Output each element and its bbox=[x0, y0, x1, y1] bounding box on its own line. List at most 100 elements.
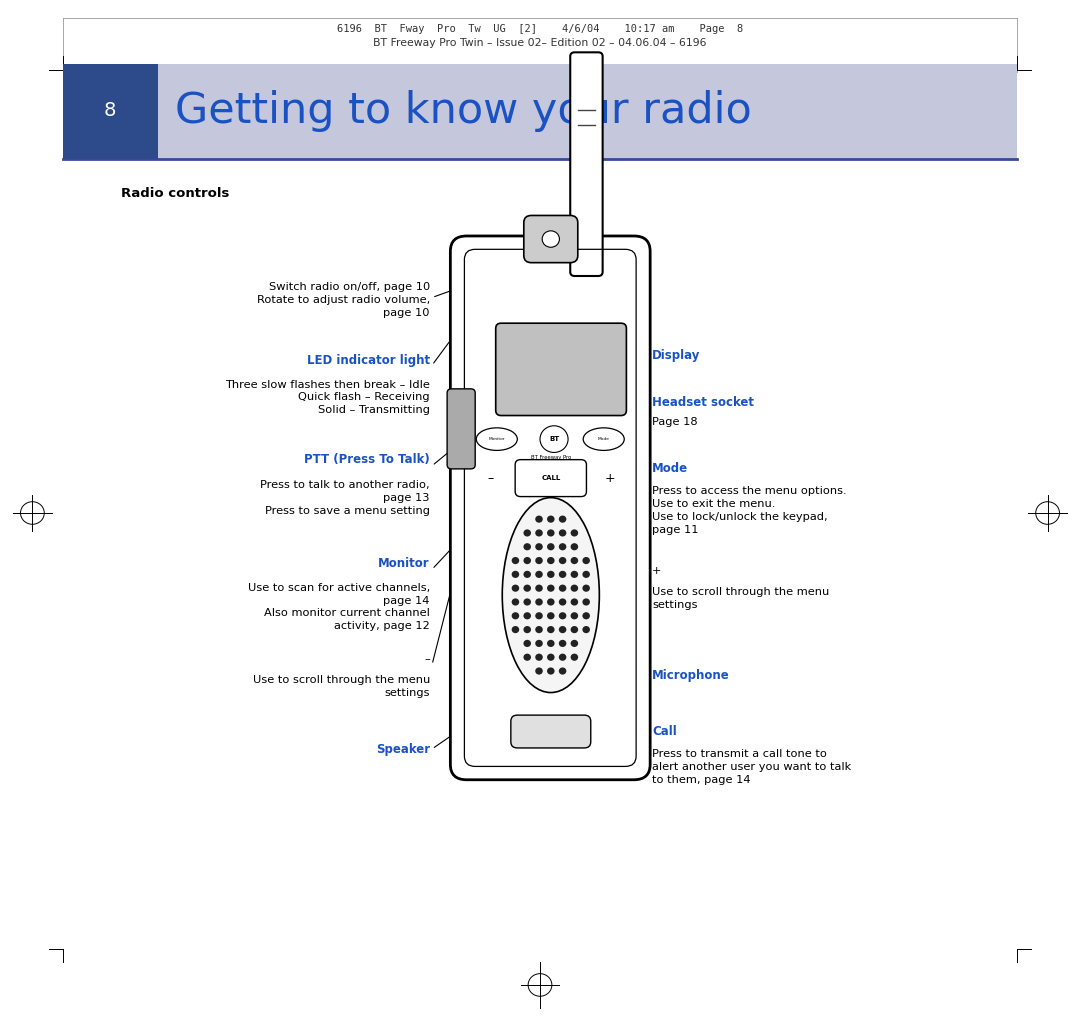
Ellipse shape bbox=[502, 498, 599, 693]
Text: Monitor: Monitor bbox=[378, 557, 430, 570]
Text: LED indicator light: LED indicator light bbox=[307, 354, 430, 367]
Circle shape bbox=[524, 640, 531, 647]
Circle shape bbox=[524, 543, 531, 550]
Circle shape bbox=[558, 557, 566, 564]
Circle shape bbox=[536, 557, 543, 564]
Text: Radio controls: Radio controls bbox=[121, 187, 229, 200]
Circle shape bbox=[570, 570, 578, 578]
Text: +: + bbox=[652, 566, 662, 577]
Circle shape bbox=[558, 515, 566, 522]
Text: BT: BT bbox=[549, 436, 559, 442]
Circle shape bbox=[524, 570, 531, 578]
Circle shape bbox=[546, 613, 555, 620]
Circle shape bbox=[536, 654, 543, 661]
Circle shape bbox=[570, 585, 578, 592]
Text: BT Freeway Pro: BT Freeway Pro bbox=[530, 456, 571, 460]
Circle shape bbox=[512, 570, 519, 578]
Circle shape bbox=[570, 640, 578, 647]
Circle shape bbox=[546, 570, 555, 578]
Circle shape bbox=[512, 598, 519, 605]
Text: Speaker: Speaker bbox=[376, 743, 430, 756]
Text: Call: Call bbox=[652, 725, 677, 739]
Text: Display: Display bbox=[652, 349, 701, 362]
Circle shape bbox=[546, 654, 555, 661]
Circle shape bbox=[582, 598, 590, 605]
Circle shape bbox=[546, 626, 555, 633]
Circle shape bbox=[536, 529, 543, 537]
Circle shape bbox=[570, 613, 578, 620]
Circle shape bbox=[570, 543, 578, 550]
Circle shape bbox=[546, 515, 555, 522]
FancyBboxPatch shape bbox=[447, 389, 475, 469]
Circle shape bbox=[558, 613, 566, 620]
Circle shape bbox=[582, 570, 590, 578]
Circle shape bbox=[570, 598, 578, 605]
Text: Mode: Mode bbox=[597, 437, 610, 441]
FancyBboxPatch shape bbox=[524, 215, 578, 263]
Circle shape bbox=[536, 543, 543, 550]
Circle shape bbox=[546, 585, 555, 592]
Circle shape bbox=[524, 613, 531, 620]
Circle shape bbox=[546, 640, 555, 647]
Circle shape bbox=[570, 654, 578, 661]
Circle shape bbox=[558, 585, 566, 592]
Text: Press to transmit a call tone to
alert another user you want to talk
to them, pa: Press to transmit a call tone to alert a… bbox=[652, 749, 851, 785]
Circle shape bbox=[558, 626, 566, 633]
Bar bbox=[63, 64, 158, 159]
Circle shape bbox=[524, 598, 531, 605]
Circle shape bbox=[546, 529, 555, 537]
Text: Microphone: Microphone bbox=[652, 669, 730, 682]
Circle shape bbox=[536, 626, 543, 633]
FancyBboxPatch shape bbox=[496, 323, 626, 416]
Circle shape bbox=[524, 626, 531, 633]
Circle shape bbox=[546, 598, 555, 605]
Text: +: + bbox=[605, 472, 616, 484]
FancyBboxPatch shape bbox=[450, 236, 650, 780]
Circle shape bbox=[570, 529, 578, 537]
Circle shape bbox=[524, 557, 531, 564]
Text: Mode: Mode bbox=[652, 462, 688, 475]
Circle shape bbox=[570, 557, 578, 564]
Text: CALL: CALL bbox=[541, 475, 561, 481]
Circle shape bbox=[546, 557, 555, 564]
Text: Use to scroll through the menu
settings: Use to scroll through the menu settings bbox=[253, 675, 430, 698]
Circle shape bbox=[536, 640, 543, 647]
Text: Monitor: Monitor bbox=[488, 437, 505, 441]
Circle shape bbox=[570, 626, 578, 633]
Circle shape bbox=[546, 543, 555, 550]
Circle shape bbox=[524, 585, 531, 592]
Text: 6196  BT  Fway  Pro  Tw  UG  [2]    4/6/04    10:17 am    Page  8: 6196 BT Fway Pro Tw UG [2] 4/6/04 10:17 … bbox=[337, 24, 743, 34]
Circle shape bbox=[512, 585, 519, 592]
Text: Headset socket: Headset socket bbox=[652, 396, 754, 409]
Circle shape bbox=[558, 598, 566, 605]
Circle shape bbox=[558, 654, 566, 661]
Text: Use to scroll through the menu
settings: Use to scroll through the menu settings bbox=[652, 587, 829, 609]
Circle shape bbox=[558, 529, 566, 537]
Circle shape bbox=[582, 626, 590, 633]
FancyBboxPatch shape bbox=[511, 715, 591, 748]
Text: PTT (Press To Talk): PTT (Press To Talk) bbox=[305, 453, 430, 467]
Circle shape bbox=[536, 613, 543, 620]
Circle shape bbox=[558, 668, 566, 675]
Circle shape bbox=[512, 557, 519, 564]
Circle shape bbox=[558, 570, 566, 578]
Text: BT Freeway Pro Twin – Issue 02– Edition 02 – 04.06.04 – 6196: BT Freeway Pro Twin – Issue 02– Edition … bbox=[374, 38, 706, 48]
Text: –: – bbox=[424, 655, 430, 665]
FancyBboxPatch shape bbox=[570, 52, 603, 276]
Text: Press to talk to another radio,
page 13
Press to save a menu setting: Press to talk to another radio, page 13 … bbox=[260, 480, 430, 516]
FancyBboxPatch shape bbox=[515, 460, 586, 497]
Circle shape bbox=[536, 585, 543, 592]
Circle shape bbox=[524, 529, 531, 537]
Circle shape bbox=[524, 654, 531, 661]
Bar bbox=[63, 64, 1017, 159]
Text: –: – bbox=[487, 472, 494, 484]
Circle shape bbox=[512, 613, 519, 620]
Circle shape bbox=[582, 557, 590, 564]
Circle shape bbox=[582, 613, 590, 620]
Circle shape bbox=[536, 515, 543, 522]
Ellipse shape bbox=[583, 428, 624, 450]
Circle shape bbox=[558, 543, 566, 550]
Ellipse shape bbox=[476, 428, 517, 450]
Circle shape bbox=[536, 668, 543, 675]
Circle shape bbox=[536, 598, 543, 605]
